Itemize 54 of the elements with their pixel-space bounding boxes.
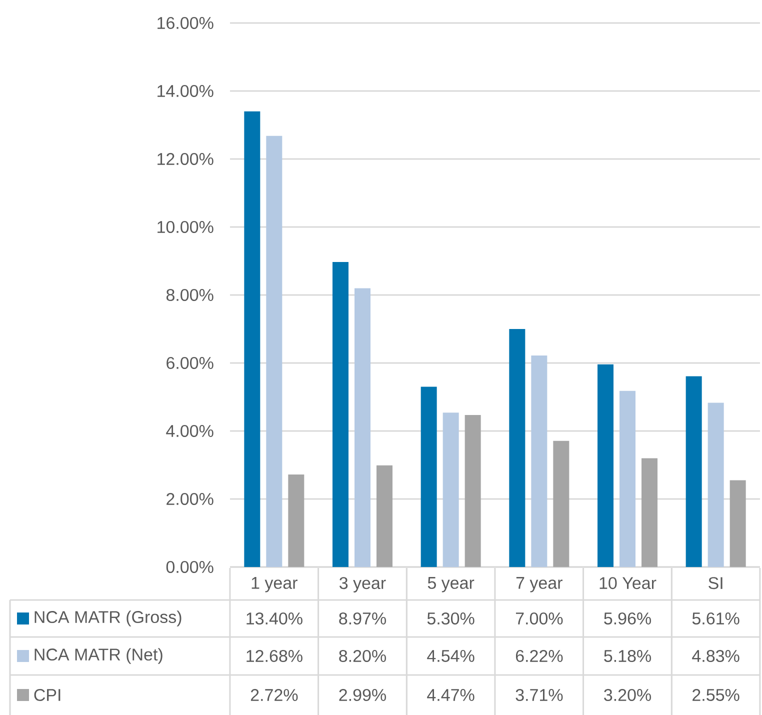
bar [354,288,370,567]
bar [266,136,282,567]
y-tick-label: 16.00% [158,16,214,29]
bar [730,480,746,567]
data-label: 13.40% [246,612,302,625]
bar [708,402,724,567]
x-tick-label: 10 Year [600,577,656,590]
legend-label: NCA MATR (Net) [34,648,162,664]
data-label: 8.20% [339,650,386,662]
bar [420,386,437,567]
bar [598,364,614,567]
bar [464,415,481,567]
y-tick-label: 8.00% [166,288,214,302]
data-label: 2.72% [250,689,298,701]
data-label: 5.61% [692,612,740,625]
bar [244,111,260,567]
data-label: 8.97% [339,612,386,625]
legend-label: CPI [34,688,60,702]
data-label: 4.47% [427,689,474,701]
bar [442,412,459,567]
y-tick-label: 0.00% [166,560,214,574]
data-label: 5.30% [427,612,474,625]
data-label: 4.83% [692,650,740,662]
bar [553,440,570,567]
y-tick-label: 12.00% [158,152,214,166]
y-tick-label: 10.00% [158,220,214,234]
data-label: 2.99% [339,688,386,702]
data-label: 3.20% [604,688,652,702]
x-tick-label: 1 year [252,577,298,592]
bar [288,474,304,567]
bar [642,458,658,567]
data-label: 5.96% [604,612,652,625]
x-tick-label: 5 year [428,577,474,592]
bar [509,328,526,567]
y-tick-label: 4.00% [166,424,214,438]
data-label: 6.22% [516,650,563,662]
data-label: 2.55% [692,688,740,702]
data-label: 7.00% [516,612,563,625]
legend-label: NCA MATR (Gross) [34,610,182,626]
y-tick-label: 2.00% [166,492,214,506]
bar [376,465,392,567]
bar [531,356,548,567]
x-tick-label: 7 year [516,577,562,592]
bar [686,376,702,567]
x-tick-label: SI [708,577,722,590]
data-label: 12.68% [246,650,302,662]
data-label: 5.18% [604,650,652,662]
data-label: 4.54% [427,650,474,662]
bar [619,390,636,567]
y-tick-label: 14.00% [158,84,214,98]
y-tick-label: 6.00% [166,356,214,370]
bar [332,262,348,567]
data-label: 3.71% [516,688,563,702]
x-tick-label: 3 year [340,577,386,592]
